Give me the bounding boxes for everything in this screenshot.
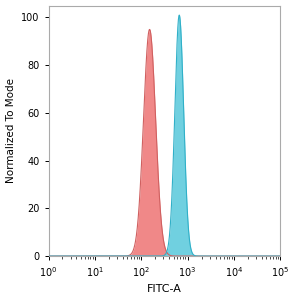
Y-axis label: Normalized To Mode: Normalized To Mode xyxy=(6,78,16,183)
X-axis label: FITC-A: FITC-A xyxy=(147,284,182,294)
